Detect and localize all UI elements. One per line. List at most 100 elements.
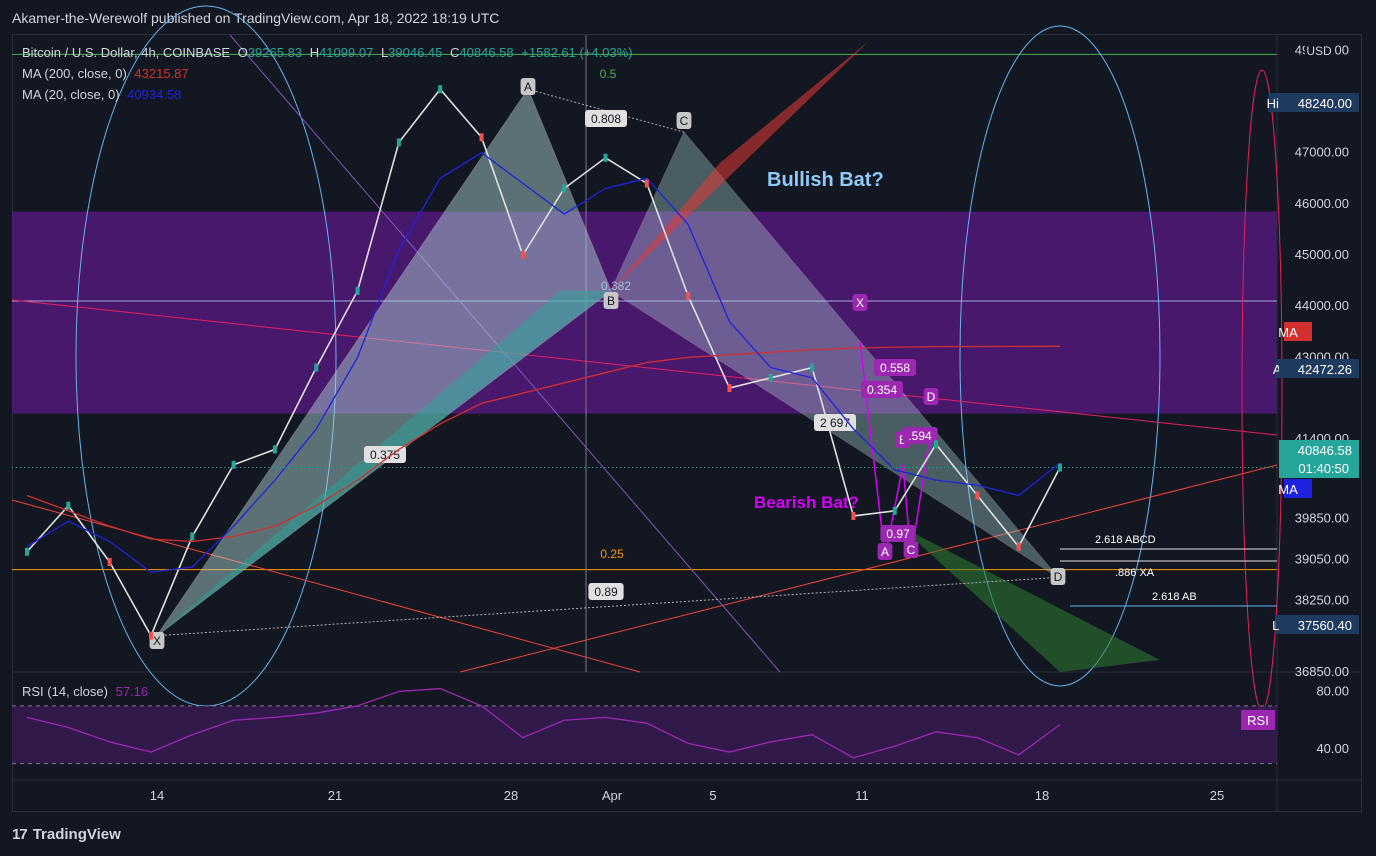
trendline-pink [11,299,1278,436]
ratio-0558: 0.558 [880,361,910,375]
price-tag-value-bg [1279,93,1359,112]
ma20-legend[interactable]: MA (20, close, 0) 40934.58 [22,87,185,102]
ratio-0558-bg [874,359,916,376]
currency-label-bg [1304,42,1334,59]
bull-point-d-bg [1050,568,1066,585]
legend-close: 40846.58 [459,45,514,60]
price-point [438,85,443,94]
price-point [810,363,815,372]
price-tag-label: MA [1278,325,1298,340]
ma20-value: 40934.58 [127,87,182,102]
time-tick: 18 [1035,788,1049,803]
bull-point-a: A [524,80,532,94]
price-point [148,631,153,640]
price-point [603,153,608,162]
rsi-line [26,687,1061,759]
ratio-089: 0.89 [594,585,618,599]
price-point [727,384,732,393]
time-tick: 28 [504,788,518,803]
publish-header: Akamer-the-Werewolf published on Trading… [12,10,500,26]
bull-target-zone [900,526,1160,672]
legend-symbol[interactable]: Bitcoin / U.S. Dollar, 4h, COINBASE [22,45,231,60]
rsi-tick-40: 40.00 [1316,741,1349,756]
price-point [272,445,277,454]
time-tick: 11 [855,788,869,803]
price-point [314,363,319,372]
chart-panel[interactable] [12,34,1362,812]
bear-point-a: A [881,545,889,559]
price-point [768,373,773,382]
price-point [396,138,401,147]
legend-change: +1582.61 (+4.03%) [521,45,633,60]
fib-05-label: 0.5 [600,67,617,81]
time-tick: 5 [709,788,716,803]
rsi-tick-80: 80.00 [1316,683,1349,698]
ratio-0375-bg [364,446,406,463]
price-point [479,133,484,142]
price-point [644,179,649,188]
ext-xa-label: .886 XA [1115,567,1155,579]
rsi-value: 57.16 [115,684,149,699]
legend-high: 41099.07 [319,45,374,60]
rsi-band [12,705,1277,764]
bear-point-x: X [856,296,864,310]
ma200-value: 43215.87 [134,66,189,81]
bull-point-c-bg [676,112,692,129]
rsi-tag-bg [1241,710,1275,730]
bull-xd-line [156,576,1059,637]
price-point [231,460,236,469]
series-line-0 [26,87,1061,638]
price-tick: 39050.00 [1295,551,1349,566]
bear-point-c: C [907,543,916,557]
footer-brand-text: TradingView [32,826,121,843]
supply-zone [12,211,1277,414]
bull-bcd-triangle [610,131,1059,578]
legend-close-label: C [450,45,460,60]
price-point [190,532,195,541]
price-tag-label-bg [1284,479,1312,498]
ma200-legend[interactable]: MA (200, close, 0) 43215.87 [22,66,193,81]
ratio-097-bg [880,525,916,542]
series-line-1 [26,345,1061,543]
ratio-0594: .594 [908,429,932,443]
bear-point-d-bg [923,388,939,405]
ratio-0354: 0.354 [867,383,897,397]
rsi-tag: RSI [1247,713,1269,728]
legend-high-label: H [309,45,320,60]
time-tick: 14 [150,788,164,803]
bull-point-c: C [680,114,689,128]
price-tag-value-bg [1279,615,1359,634]
price-tick: 45000.00 [1295,247,1349,262]
price-tick: 39850.00 [1295,511,1349,526]
price-tag-countdown: 01:40:50 [1298,461,1349,476]
price-tag-value-bg [1279,440,1359,478]
trendline-red [459,464,1278,673]
bear-point-c-bg [903,541,919,558]
price-tag-label-bg [1284,322,1312,341]
bear-pattern [859,341,932,558]
price-point [851,511,856,520]
price-point [520,251,525,260]
bull-point-a-bg [520,78,536,95]
fib-0382-label: 0.382 [601,279,631,293]
rsi-legend[interactable]: RSI (14, close) 57.16 [22,684,152,699]
price-point [1016,542,1021,551]
price-tag-value: 48240.00 [1298,96,1352,111]
time-tick: Apr [602,788,623,803]
price-tick: 44000.00 [1295,298,1349,313]
bear-point-a-bg [877,543,893,560]
legend-open-label: O [237,45,248,60]
ratio-089-bg [588,583,624,600]
price-point [107,557,112,566]
ext-abcd-label: 2.618 ABCD [1095,534,1156,546]
price-point [934,440,939,449]
symbol-legend: Bitcoin / U.S. Dollar, 4h, COINBASE O392… [22,45,637,60]
footer-brand[interactable]: 17 TradingView [12,826,121,843]
currency-label: USD [1306,44,1332,58]
price-tag-value: 40846.58 [1298,443,1352,458]
price-point [975,491,980,500]
bullish-bat-label: Bullish Bat? [767,169,884,191]
ratio-0375: 0.375 [370,448,400,462]
price-tag-value-bg [1279,359,1359,378]
